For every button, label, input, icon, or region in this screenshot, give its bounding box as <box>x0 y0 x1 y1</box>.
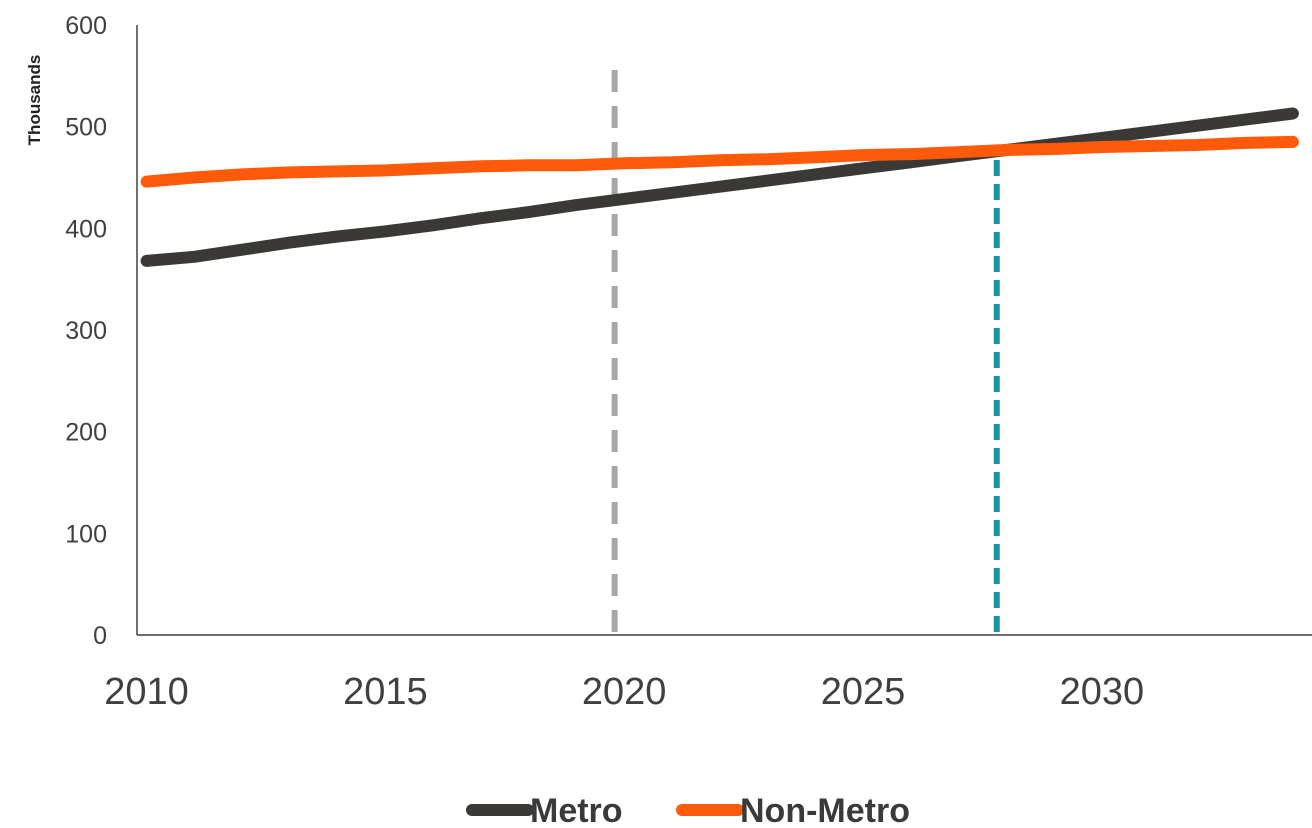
y-tick-label: 100 <box>65 520 107 548</box>
x-tick-label: 2010 <box>104 671 189 713</box>
legend-label-metro: Metro <box>530 792 623 828</box>
x-tick-label: 2015 <box>343 671 428 713</box>
reference-lines <box>611 70 1000 635</box>
y-tick-label: 300 <box>65 317 107 345</box>
axes <box>136 25 1312 636</box>
y-tick-labels: 0 100 200 300 400 500 600 <box>65 12 107 650</box>
y-axis-label: Thousands <box>25 55 44 146</box>
legend: Metro Non-Metro <box>466 792 910 828</box>
y-tick-label: 0 <box>93 622 107 650</box>
series-line-non-metro <box>140 135 1299 188</box>
x-tick-label: 2025 <box>821 671 906 713</box>
x-tick-label: 2020 <box>582 671 667 713</box>
series-line-metro <box>140 107 1299 267</box>
series-lines <box>140 107 1299 267</box>
x-tick-labels: 2010 2015 2020 2025 2030 <box>104 671 1144 713</box>
legend-label-non-metro: Non-Metro <box>740 792 910 828</box>
y-tick-label: 200 <box>65 419 107 447</box>
y-tick-label: 400 <box>65 215 107 243</box>
x-tick-label: 2030 <box>1060 671 1145 713</box>
y-tick-label: 600 <box>65 12 107 40</box>
y-tick-label: 500 <box>65 114 107 142</box>
